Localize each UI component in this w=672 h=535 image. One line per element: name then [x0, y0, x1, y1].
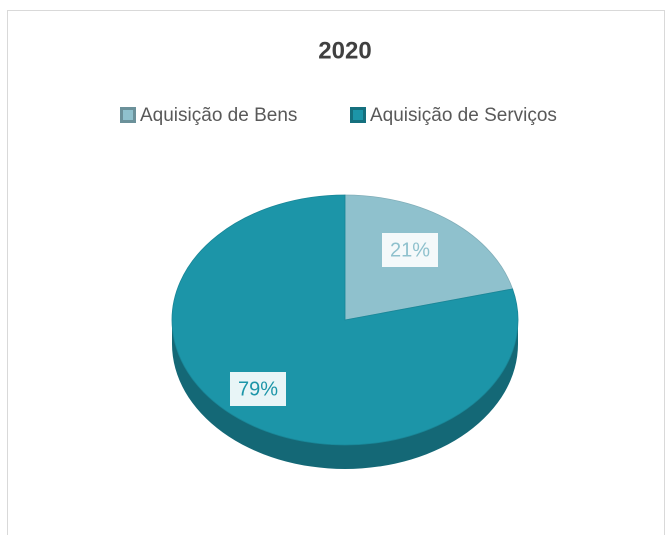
- data-label-box: [230, 372, 286, 406]
- legend-label: Aquisição de Serviços: [370, 105, 557, 126]
- legend-label: Aquisição de Bens: [140, 105, 297, 126]
- legend-swatch-inner: [123, 110, 133, 120]
- data-label: 79%: [238, 378, 278, 400]
- pie-side: [172, 320, 518, 469]
- data-label-box: [382, 233, 438, 267]
- chart-title: 2020: [318, 37, 371, 64]
- legend-swatch-inner: [353, 110, 363, 120]
- data-label: 21%: [390, 239, 430, 261]
